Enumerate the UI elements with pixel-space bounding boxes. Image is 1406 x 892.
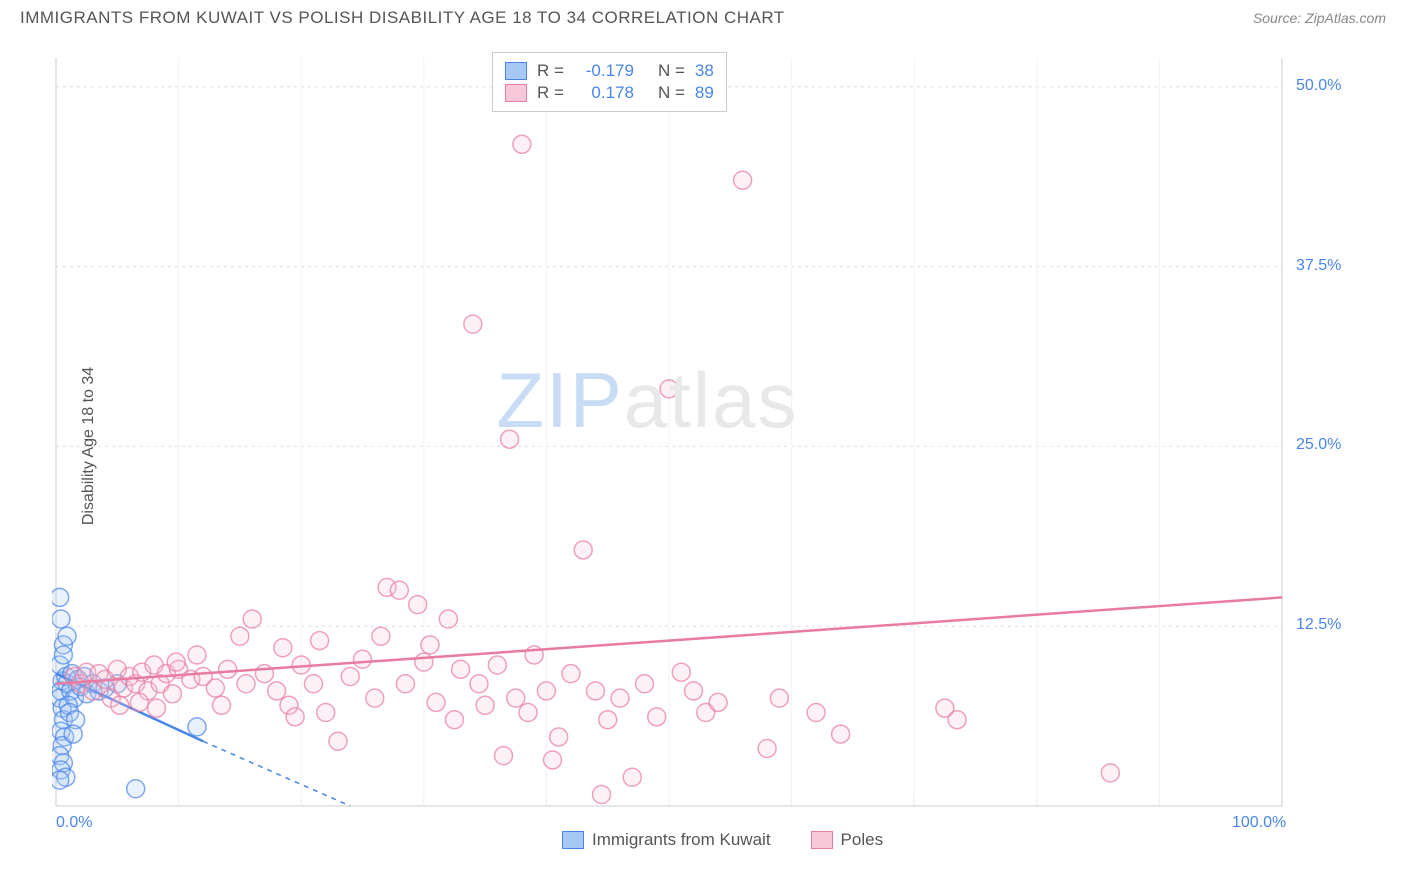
series-legend-item: Immigrants from Kuwait [562, 830, 771, 850]
stats-legend-row: R = 0.178 N = 89 [505, 83, 714, 103]
x-tick-label: 0.0% [56, 814, 92, 832]
source-attribution: Source: ZipAtlas.com [1253, 10, 1386, 26]
series-name: Immigrants from Kuwait [592, 830, 771, 850]
legend-r-label: R = [537, 61, 564, 81]
y-tick-label: 37.5% [1296, 257, 1341, 275]
legend-swatch [505, 84, 527, 102]
legend-n-value: 38 [695, 61, 714, 81]
y-tick-label: 25.0% [1296, 436, 1341, 454]
series-name: Poles [841, 830, 884, 850]
x-tick-label: 100.0% [1232, 814, 1286, 832]
series-legend-item: Poles [811, 830, 884, 850]
chart-title: IMMIGRANTS FROM KUWAIT VS POLISH DISABIL… [20, 8, 785, 28]
legend-swatch [505, 62, 527, 80]
legend-r-label: R = [537, 83, 564, 103]
legend-n-value: 89 [695, 83, 714, 103]
scatter-chart-svg [52, 48, 1332, 836]
legend-n-label: N = [658, 61, 685, 81]
legend-r-value: 0.178 [574, 83, 634, 103]
chart-plot-area: ZIPatlas R =-0.179N =38R =0.178N =89 [52, 48, 1332, 836]
correlation-stats-legend: R = -0.179 N = 38 R = 0.178 N = 89 [492, 52, 727, 112]
legend-swatch [562, 831, 584, 849]
legend-r-value: -0.179 [574, 61, 634, 81]
legend-swatch [811, 831, 833, 849]
stats-legend-row: R = -0.179 N = 38 [505, 61, 714, 81]
y-tick-label: 50.0% [1296, 77, 1341, 95]
legend-n-label: N = [658, 83, 685, 103]
y-tick-label: 12.5% [1296, 616, 1341, 634]
series-legend: Immigrants from Kuwait Poles [562, 830, 883, 850]
